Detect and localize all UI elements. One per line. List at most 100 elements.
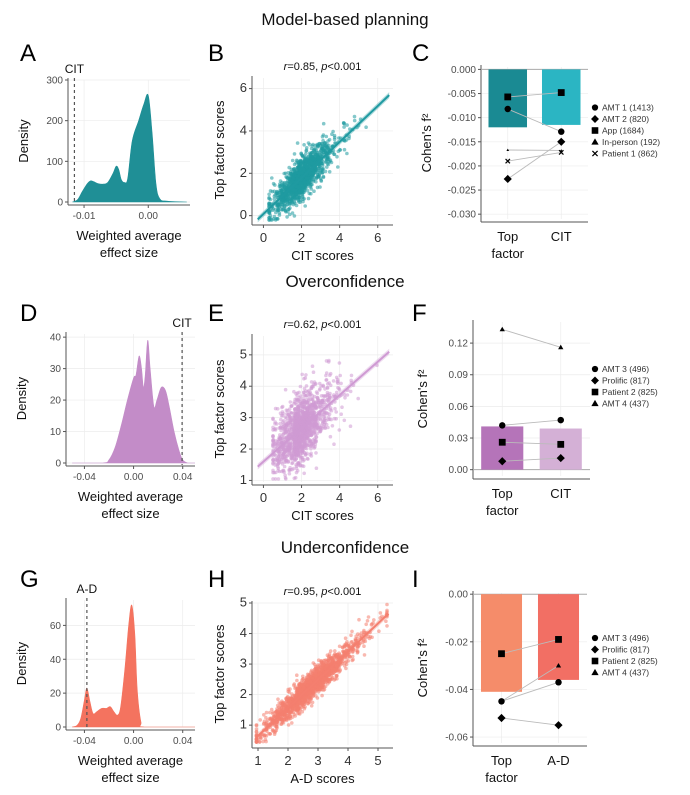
panel-b-point (270, 218, 274, 222)
panel-b-ytick-label: 4 (240, 122, 247, 137)
panel-i-legend-icon-circle (591, 634, 599, 642)
panel-b-xtick-label: 6 (374, 230, 381, 245)
panel-b-point (364, 125, 368, 129)
panel-i-legend-icon-diamond (591, 645, 599, 654)
panel-b-point (321, 121, 326, 126)
panel-b-point (342, 125, 346, 129)
panel-letter-g: G (20, 566, 39, 593)
panel-b-point (288, 206, 292, 210)
panel-a-y-axis-label: Density (16, 119, 31, 163)
panel-b-point (278, 179, 283, 183)
panel-a-x-axis-label: effect size (100, 245, 158, 260)
panel-b-point (321, 144, 326, 148)
panel-a-density-area (72, 93, 187, 203)
panel-b-point (331, 129, 335, 134)
panel-i-marker-square (498, 650, 505, 658)
panel-i-category-label: factor (485, 770, 518, 785)
panel-i-bar-top-factor (480, 594, 523, 692)
panel-b-ytick-label: 6 (240, 80, 247, 95)
panel-letter-e: E (208, 300, 225, 327)
panel-b-point (287, 212, 292, 217)
panel-b-ytick-label: 2 (240, 165, 247, 180)
panel-b-point (292, 152, 297, 156)
panel-i-legend-label: Patient 2 (825) (602, 656, 658, 666)
panel-a-ytick-label: 100 (46, 157, 63, 168)
panel-b-ytick-label: 0 (240, 207, 247, 222)
panel-a-ytick-label: 300 (46, 76, 63, 87)
panel-b-point (272, 197, 277, 201)
panel-i-marker-circle (555, 679, 562, 686)
panel-b-y-axis-label: Top factor scores (212, 100, 227, 199)
panel-a-x-axis-label: Weighted average (76, 228, 181, 243)
panel-b-xtick-label: 0 (260, 230, 267, 245)
panel-i-legend-label: Prolific (817) (602, 645, 650, 655)
panel-i-y-axis-label: Cohen's f² (415, 638, 430, 698)
panel-i-marker-square (555, 636, 562, 643)
panel-b-point (304, 152, 308, 156)
panel-i-category-label: A-D (547, 753, 569, 768)
panel-b-point (321, 174, 326, 179)
panel-b-point (302, 143, 306, 147)
panel-i-legend-icon-triangle (591, 668, 599, 676)
panel-b-point (278, 184, 283, 188)
panel-b-point (323, 169, 328, 174)
panel-b-point (335, 154, 339, 159)
panel-i-ytick-label: -0.02 (445, 637, 468, 648)
panel-b-point (345, 151, 349, 156)
panel-b-point (305, 188, 310, 193)
panel-b-point (341, 121, 346, 125)
panel-letter-a: A (20, 40, 37, 67)
panel-b-stat-title: r=0.85, p<0.001 (284, 61, 362, 73)
panel-i-ytick-label: -0.06 (445, 733, 468, 744)
panel-b-xtick-label: 4 (336, 230, 343, 245)
panel-b-point (274, 210, 278, 215)
panel-b-point (270, 176, 274, 180)
panel-b-point (298, 200, 303, 204)
panel-b-point (330, 132, 334, 136)
panel-b-point (327, 170, 332, 174)
panel-i-category-label: Top (491, 753, 512, 768)
panel-b-point (332, 152, 337, 157)
panel-b-point (303, 204, 308, 208)
panel-i-legend-label: AMT 3 (496) (602, 633, 649, 643)
panel-b-x-axis-label: CIT scores (291, 248, 354, 263)
panel-i-marker-diamond (554, 721, 563, 730)
panel-b-point (295, 159, 300, 163)
panel-i-legend-label: AMT 4 (437) (602, 668, 649, 678)
panel-letter-d: D (20, 300, 38, 327)
panel-b-point (342, 147, 347, 152)
panel-i-marker-diamond (497, 713, 506, 723)
panel-i-ytick-label: -0.04 (445, 685, 468, 696)
panel-b-point (304, 146, 309, 150)
panel-b-point (325, 165, 329, 169)
panel-a-xtick-label: 0.00 (139, 211, 159, 222)
panel-letter-i: I (412, 566, 419, 593)
panel-b-point (312, 189, 316, 193)
panel-a-ytick-label: 200 (46, 116, 63, 127)
panel-i-legend-icon-square (591, 657, 599, 665)
panel-b-point (280, 208, 285, 212)
panel-b-point (348, 127, 352, 131)
panel-i-ytick-label: 0.00 (449, 590, 469, 601)
panel-a-ytick-label: 0 (57, 198, 63, 209)
panel-a-xtick-label: -0.01 (73, 211, 96, 222)
panel-b-point (326, 162, 331, 167)
section-title-overconfidence: Overconfidence (285, 272, 405, 291)
panel-letter-f: F (412, 300, 427, 327)
panel-b-xtick-label: 2 (298, 230, 305, 245)
panel-b-point (290, 211, 295, 215)
panel-letter-b: B (208, 40, 225, 67)
panel-b-point (324, 160, 328, 164)
panel-b-point (326, 139, 330, 143)
panel-b-point (268, 213, 273, 218)
panel-letter-c: C (412, 40, 430, 67)
panel-b-point (301, 199, 305, 204)
panel-b-point (267, 192, 271, 197)
panel-i-connector (501, 717, 559, 726)
section-title-model-based-planning: Model-based planning (261, 10, 429, 29)
panel-b-point (333, 141, 337, 145)
panel-a-ref-line-label: CIT (65, 62, 85, 76)
